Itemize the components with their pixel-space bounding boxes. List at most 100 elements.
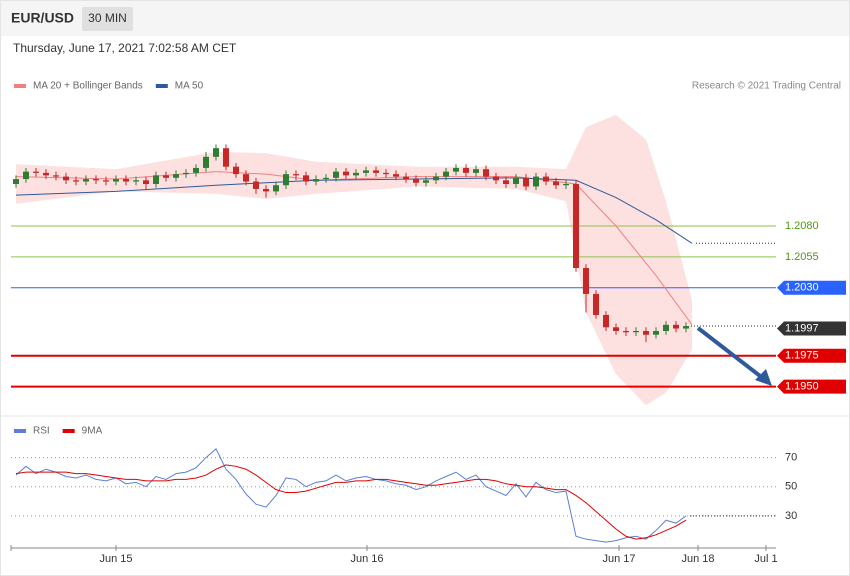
candle-body bbox=[573, 184, 579, 268]
interval-box bbox=[82, 7, 133, 31]
candle-body bbox=[223, 148, 229, 167]
legend-label: MA 20 + Bollinger Bands bbox=[33, 81, 143, 92]
candle-body bbox=[63, 176, 69, 181]
candle-body bbox=[243, 174, 249, 182]
candle-body bbox=[383, 172, 389, 175]
candle-body bbox=[283, 174, 289, 186]
candle-body bbox=[213, 148, 219, 157]
candle-body bbox=[633, 331, 639, 333]
candle-body bbox=[323, 177, 329, 180]
candle-body bbox=[333, 171, 339, 178]
candle-body bbox=[443, 171, 449, 177]
candle-body bbox=[53, 175, 59, 177]
level-label: 1.2055 bbox=[785, 251, 819, 263]
candle-body bbox=[583, 268, 589, 294]
level-label-box bbox=[777, 280, 846, 295]
candle-body bbox=[113, 179, 119, 182]
candle-body bbox=[373, 170, 379, 173]
candle-body bbox=[103, 180, 109, 182]
y-tick-label: 50 bbox=[785, 481, 797, 493]
x-tick-label: Jun 15 bbox=[99, 553, 132, 565]
candle-body bbox=[93, 179, 99, 181]
candle-body bbox=[543, 176, 549, 182]
candle-body bbox=[553, 181, 559, 186]
candle-body bbox=[203, 156, 209, 168]
candle-body bbox=[143, 180, 149, 184]
level-label: 1.1975 bbox=[785, 350, 819, 362]
candle-body bbox=[193, 167, 199, 173]
candle-body bbox=[83, 179, 89, 182]
candle-body bbox=[503, 180, 509, 184]
timestamp: Thursday, June 17, 2021 7:02:58 AM CET bbox=[13, 41, 237, 55]
candle-body bbox=[183, 172, 189, 175]
candle-body bbox=[563, 184, 569, 186]
legend-label: 9MA bbox=[82, 426, 103, 437]
candle-body bbox=[293, 174, 299, 176]
level-label-box bbox=[777, 348, 846, 363]
candle-body bbox=[273, 185, 279, 192]
candle-body bbox=[13, 179, 19, 184]
y-tick-label: 70 bbox=[785, 451, 797, 463]
forecast-arrow bbox=[696, 326, 766, 381]
candle-body bbox=[463, 167, 469, 173]
candle-body bbox=[593, 293, 599, 315]
candle-body bbox=[413, 179, 419, 183]
candle-body bbox=[453, 167, 459, 172]
legend-swatch bbox=[14, 84, 26, 88]
candle-body bbox=[493, 176, 499, 181]
candle-body bbox=[173, 174, 179, 178]
candle-body bbox=[403, 176, 409, 180]
interval: 30 MIN bbox=[88, 11, 127, 25]
legend-swatch bbox=[155, 84, 168, 88]
candle-body bbox=[603, 314, 609, 328]
candle-body bbox=[533, 176, 539, 187]
candle-body bbox=[623, 331, 629, 333]
candle-body bbox=[423, 180, 429, 183]
candle-body bbox=[153, 175, 159, 184]
candle-body bbox=[473, 169, 479, 173]
level-label: 1.1950 bbox=[785, 380, 819, 392]
candle-body bbox=[673, 324, 679, 329]
candle-body bbox=[343, 171, 349, 176]
level-label: 1.1997 bbox=[785, 322, 819, 334]
candle-body bbox=[123, 179, 129, 182]
candle-body bbox=[513, 177, 519, 184]
symbol: EUR/USD bbox=[11, 10, 74, 26]
x-tick-label: Jun 17 bbox=[602, 553, 635, 565]
level-label: 1.2030 bbox=[785, 282, 819, 294]
x-tick-label: Jun 18 bbox=[681, 553, 714, 565]
candle-body bbox=[353, 172, 359, 176]
candle-body bbox=[133, 180, 139, 182]
candle-body bbox=[73, 180, 79, 182]
candle-body bbox=[523, 177, 529, 187]
candle-body bbox=[43, 172, 49, 176]
candle-body bbox=[483, 169, 489, 177]
legend-label: RSI bbox=[33, 426, 50, 437]
level-label: 1.2080 bbox=[785, 220, 819, 232]
rsi-panel: 30 50 70 Jun 15 Jun 16 Jun 17 Jun 18 Jul 1 RSI 9M… bbox=[10, 426, 797, 565]
candle-body bbox=[303, 175, 309, 182]
legend-swatch bbox=[14, 429, 26, 433]
credit: Research © 2021 Trading Central bbox=[692, 81, 841, 92]
candle-body bbox=[363, 170, 369, 173]
header-bar bbox=[1, 1, 849, 36]
candle-body bbox=[263, 188, 269, 192]
candle-body bbox=[253, 181, 259, 189]
candle-body bbox=[653, 331, 659, 335]
y-tick-label: 30 bbox=[785, 510, 797, 522]
candle-body bbox=[393, 174, 399, 177]
candle-body bbox=[163, 175, 169, 178]
candle-body bbox=[643, 331, 649, 335]
rsi-line bbox=[15, 448, 687, 543]
candle-body bbox=[23, 171, 29, 180]
candle-body bbox=[663, 324, 669, 331]
candle-body bbox=[683, 326, 689, 329]
x-tick-label: Jul 1 bbox=[754, 553, 777, 565]
candle-body bbox=[433, 176, 439, 181]
candle-body bbox=[233, 166, 239, 175]
forecast-arrow-head bbox=[755, 369, 772, 386]
level-label-box bbox=[777, 321, 846, 336]
legend-label: MA 50 bbox=[175, 81, 204, 92]
level-label-box bbox=[777, 379, 846, 394]
